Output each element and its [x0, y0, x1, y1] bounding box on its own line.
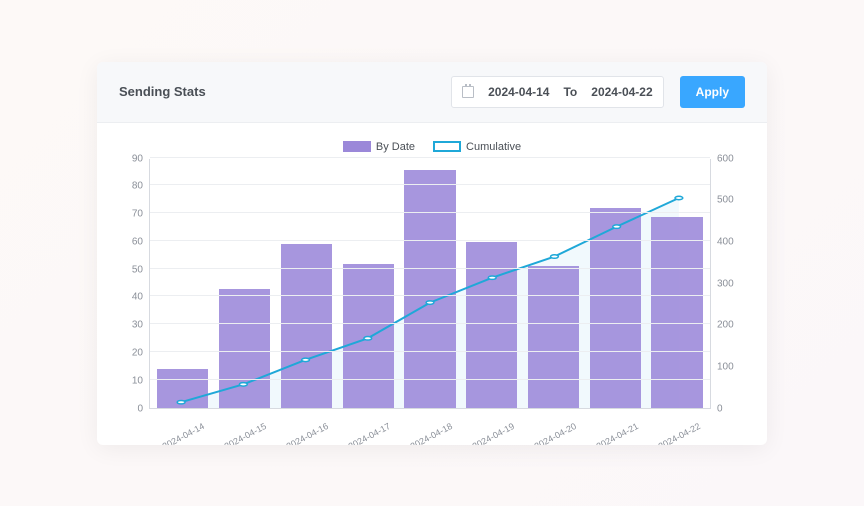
- y-tick-left: 40: [132, 292, 143, 303]
- gridline: [150, 379, 710, 380]
- chart-plot: 0102030405060708090 0100200300400500600: [119, 159, 745, 409]
- legend-item-cumulative: Cumulative: [433, 141, 521, 153]
- plot-grid: [149, 159, 711, 409]
- gridline: [150, 351, 710, 352]
- line-marker: [177, 400, 185, 403]
- line-marker: [239, 382, 247, 385]
- date-to: 2024-04-22: [591, 85, 652, 99]
- apply-button[interactable]: Apply: [680, 76, 745, 108]
- stats-card: Sending Stats 2024-04-14 To 2024-04-22 A…: [97, 62, 767, 445]
- cumulative-line: [150, 159, 710, 408]
- y-tick-left: 30: [132, 320, 143, 331]
- x-tick: 2024-04-16: [280, 421, 330, 445]
- x-axis: 2024-04-142024-04-152024-04-162024-04-17…: [149, 409, 711, 419]
- date-separator: To: [563, 85, 577, 99]
- calendar-icon: [462, 86, 474, 98]
- y-tick-right: 300: [717, 278, 734, 289]
- line-marker: [488, 275, 496, 278]
- line-marker: [426, 300, 434, 303]
- x-tick: 2024-04-19: [466, 421, 516, 445]
- line-marker: [613, 224, 621, 227]
- y-tick-left: 70: [132, 209, 143, 220]
- y-tick-right: 400: [717, 236, 734, 247]
- y-tick-left: 50: [132, 264, 143, 275]
- y-tick-right: 0: [717, 403, 723, 414]
- line-marker: [675, 196, 683, 199]
- legend-item-by-date: By Date: [343, 141, 415, 153]
- y-tick-left: 0: [137, 403, 143, 414]
- line-marker: [364, 336, 372, 339]
- x-tick: 2024-04-14: [156, 421, 206, 445]
- gridline: [150, 295, 710, 296]
- gridline: [150, 157, 710, 158]
- x-tick: 2024-04-17: [342, 421, 392, 445]
- card-title: Sending Stats: [119, 84, 206, 99]
- y-tick-left: 20: [132, 347, 143, 358]
- y-tick-left: 60: [132, 236, 143, 247]
- legend-swatch-line: [433, 141, 461, 152]
- gridline: [150, 212, 710, 213]
- x-tick: 2024-04-18: [404, 421, 454, 445]
- gridline: [150, 184, 710, 185]
- date-range-picker[interactable]: 2024-04-14 To 2024-04-22: [451, 76, 664, 108]
- legend-swatch-bar: [343, 141, 371, 152]
- legend-label: Cumulative: [466, 141, 521, 153]
- y-tick-right: 100: [717, 361, 734, 372]
- y-tick-left: 80: [132, 181, 143, 192]
- line-marker: [551, 254, 559, 257]
- x-tick: 2024-04-20: [528, 421, 578, 445]
- legend-label: By Date: [376, 141, 415, 153]
- y-axis-right: 0100200300400500600: [711, 159, 745, 409]
- x-tick: 2024-04-21: [590, 421, 640, 445]
- y-tick-left: 10: [132, 375, 143, 386]
- y-tick-right: 600: [717, 153, 734, 164]
- x-tick: 2024-04-15: [218, 421, 268, 445]
- gridline: [150, 323, 710, 324]
- gridline: [150, 268, 710, 269]
- date-from: 2024-04-14: [488, 85, 549, 99]
- y-tick-right: 200: [717, 320, 734, 331]
- y-axis-left: 0102030405060708090: [119, 159, 149, 409]
- gridline: [150, 240, 710, 241]
- card-header: Sending Stats 2024-04-14 To 2024-04-22 A…: [97, 62, 767, 123]
- y-tick-right: 500: [717, 195, 734, 206]
- x-tick: 2024-04-22: [652, 421, 702, 445]
- y-tick-left: 90: [132, 153, 143, 164]
- chart-container: By Date Cumulative 0 10 20 30 40 50 60 70 80 90 0…: [97, 123, 767, 445]
- chart-legend: By Date Cumulative: [119, 141, 745, 153]
- line-marker: [302, 358, 310, 361]
